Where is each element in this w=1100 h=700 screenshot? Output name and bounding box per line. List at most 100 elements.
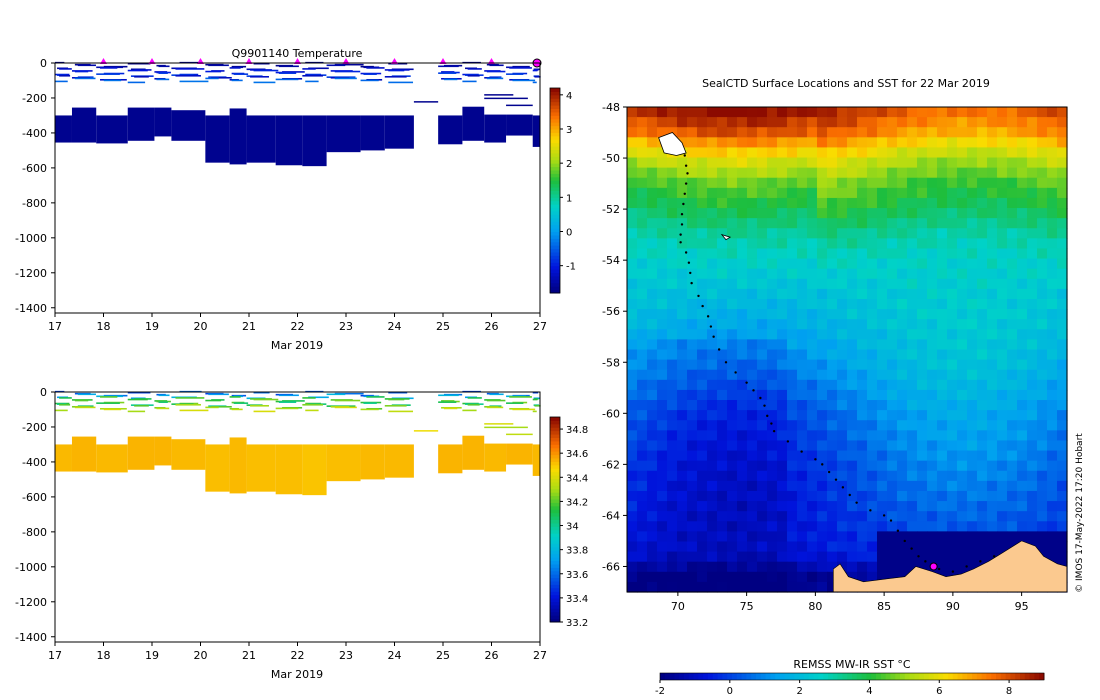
sst-cell <box>1007 157 1018 169</box>
antarctic-coastline <box>833 540 1068 593</box>
colorbar-swatch <box>550 187 560 191</box>
sst-cell <box>907 157 918 169</box>
sst-cell <box>967 197 978 209</box>
surface-layer-segment <box>467 403 480 406</box>
sst-cell <box>687 137 698 149</box>
sst-cell <box>717 127 728 138</box>
sst-cell <box>737 359 748 371</box>
sst-colorbar-swatch <box>828 673 834 680</box>
sst-cell <box>687 117 698 128</box>
surface-layer-segment <box>438 65 459 68</box>
sst-cell <box>657 147 668 159</box>
sst-cell <box>867 228 878 239</box>
sst-cell <box>847 450 858 462</box>
sst-cell <box>787 531 798 543</box>
sst-cell <box>767 440 778 452</box>
sst-cell <box>657 571 668 583</box>
sst-cell <box>697 107 708 118</box>
sst-cell <box>827 541 838 553</box>
sst-cell <box>1057 541 1068 553</box>
sst-cell <box>797 288 808 300</box>
sst-cell <box>707 400 718 411</box>
sst-colorbar-swatch <box>880 673 887 680</box>
sst-cell <box>1007 440 1018 452</box>
sst-cell <box>937 430 948 442</box>
sst-cell <box>817 369 828 381</box>
sst-cell <box>757 490 768 502</box>
sst-cell <box>907 339 918 351</box>
surface-layer-segment <box>205 399 222 402</box>
sst-cell <box>747 460 758 472</box>
sst-cell <box>767 319 778 330</box>
sst-cell <box>827 228 838 239</box>
sst-cell <box>877 278 888 290</box>
sst-cell <box>737 339 748 351</box>
sst-cell <box>707 268 718 280</box>
sst-cell <box>817 309 828 320</box>
surface-layer-segment <box>363 73 377 75</box>
sst-colorbar-swatch <box>895 673 901 680</box>
sst-cell <box>1007 218 1018 229</box>
sst-cell <box>727 551 738 563</box>
sst-cell <box>687 571 698 583</box>
sst-cell <box>907 197 918 209</box>
sst-cell <box>787 359 798 371</box>
sst-colorbar-swatch <box>861 673 867 680</box>
sst-cell <box>997 208 1008 219</box>
sst-cell <box>947 278 958 290</box>
sst-cell <box>837 107 848 118</box>
sst-cell <box>987 228 998 239</box>
sst-cell <box>1037 501 1048 512</box>
sst-cell <box>927 501 938 512</box>
sst-cell <box>637 571 648 583</box>
sst-cell <box>897 440 908 452</box>
colorbar-swatch <box>550 275 560 280</box>
sst-cell <box>827 571 838 583</box>
sst-cell <box>1027 167 1038 179</box>
sst-cell <box>837 511 848 522</box>
sst-cell <box>1027 157 1038 169</box>
sst-cell <box>737 430 748 442</box>
colorbar-swatch <box>550 146 560 150</box>
surface-layer-segment <box>231 79 243 82</box>
colorbar-swatch <box>550 417 560 421</box>
deep-profile-block <box>360 444 385 480</box>
track-point <box>917 555 920 558</box>
colorbar-swatch <box>550 543 560 548</box>
sst-cell <box>807 288 818 300</box>
sst-cell <box>687 460 698 472</box>
sst-cell <box>767 258 778 270</box>
sst-cell <box>807 430 818 442</box>
sst-cell <box>947 379 958 391</box>
deep-profile-block <box>326 115 361 153</box>
sst-cell <box>867 278 878 290</box>
sst-cell <box>967 470 978 482</box>
sst-cell <box>1047 410 1058 421</box>
sst-cell <box>767 117 778 128</box>
sst-cell <box>837 197 848 209</box>
sst-cell <box>817 531 828 543</box>
sst-cell <box>907 309 918 320</box>
y-tick-label: -1400 <box>15 631 47 644</box>
surface-layer-segment <box>334 406 357 409</box>
sst-cell <box>847 490 858 502</box>
sst-cell <box>737 137 748 149</box>
sst-cell <box>997 127 1008 138</box>
sst-cell <box>837 430 848 442</box>
sst-cell <box>727 167 738 179</box>
sst-cell <box>697 228 708 239</box>
sst-cell <box>657 349 668 361</box>
x-tick-label: 19 <box>145 320 159 333</box>
sst-cell <box>647 581 658 593</box>
surface-layer-segment <box>253 391 270 394</box>
sst-cell <box>977 127 988 138</box>
sst-cell <box>757 258 768 270</box>
sst-cell <box>787 187 798 199</box>
sst-cell <box>1027 359 1038 371</box>
temperature-x-label: Mar 2019 <box>271 339 323 352</box>
sst-cell <box>777 369 788 381</box>
sst-cell <box>837 298 848 310</box>
sst-cell <box>1027 369 1038 381</box>
sst-cell <box>817 137 828 149</box>
colorbar-swatch <box>550 546 560 551</box>
